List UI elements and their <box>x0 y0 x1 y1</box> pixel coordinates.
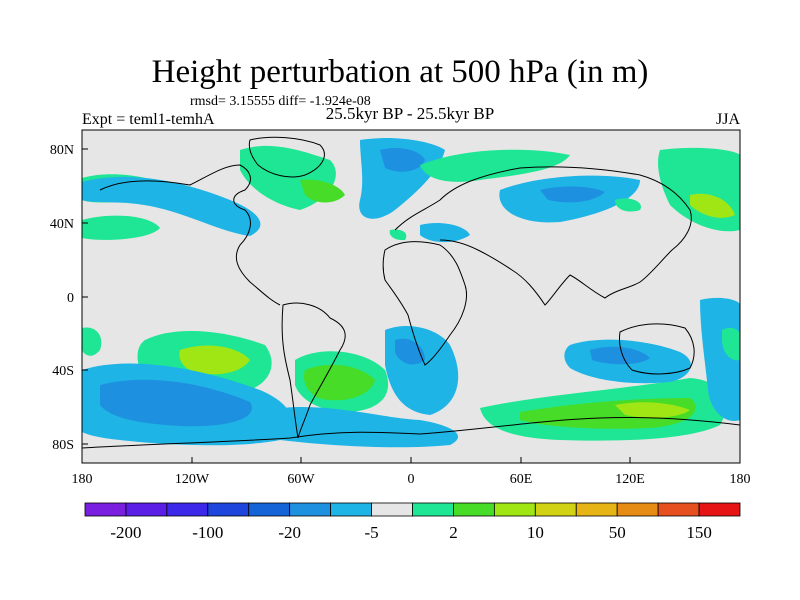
colorbar-swatch <box>207 502 250 517</box>
lon-tick-180e: 180 <box>730 472 751 487</box>
colorbar-label: -5 <box>364 523 378 542</box>
page-title: Height perturbation at 500 hPa (in m) <box>151 54 649 90</box>
colorbar-swatch <box>453 502 495 517</box>
lon-tick-60w: 60W <box>287 472 315 487</box>
colorbar-label: -100 <box>192 523 223 542</box>
lon-tick-0: 0 <box>408 472 415 487</box>
colorbar-label: 150 <box>686 523 712 542</box>
contour-nwp-core <box>690 193 735 218</box>
contour-nz-green <box>722 327 740 361</box>
colorbar-swatch <box>534 502 577 517</box>
contour-sio-core <box>590 346 650 365</box>
colorbar-swatch <box>289 502 332 517</box>
contour-io-peak <box>615 402 690 418</box>
lon-tick-120w: 120W <box>175 472 210 487</box>
period-label: 25.5kyr BP - 25.5kyr BP <box>325 104 495 123</box>
australia-coast <box>619 323 695 375</box>
colorbar-swatch <box>493 502 536 517</box>
antarctica-coast <box>82 416 740 449</box>
contour-eurasia-green <box>420 149 570 182</box>
contour-so-core <box>100 379 252 427</box>
lon-tick-180w: 180 <box>72 472 93 487</box>
contour-na-blue <box>82 176 261 236</box>
colorbar-swatch <box>575 502 618 517</box>
contour-drake-blue <box>265 406 459 448</box>
contour-fill <box>82 138 740 448</box>
colorbar-label: -20 <box>278 523 301 542</box>
contour-greenland-core <box>300 179 345 203</box>
colorbar-swatch <box>412 502 454 517</box>
africa-coast <box>382 241 467 366</box>
contour-sp-core <box>179 345 250 375</box>
rmsd-diff-stats: rmsd= 3.15555 diff= -1.924e-08 <box>190 94 371 109</box>
colorbar-swatch <box>248 502 291 517</box>
contour-wsp-green <box>82 327 102 356</box>
lon-tick-60e: 60E <box>510 472 533 487</box>
coastlines <box>82 136 740 449</box>
lat-tick-80n: 80N <box>50 143 74 158</box>
experiment-label: Expt = teml1-temhA <box>82 111 215 128</box>
greenland-coast <box>248 136 325 178</box>
contour-small-green <box>389 229 407 241</box>
colorbar-swatch <box>698 502 741 517</box>
colorbar-swatch <box>657 502 700 517</box>
longitude-axis: 180 120W 60W 0 60E 120E 180 <box>72 457 751 487</box>
eurasia-coast <box>394 166 692 306</box>
lat-tick-40n: 40N <box>50 217 74 232</box>
colorbar-label: -200 <box>110 523 141 542</box>
colorbar-swatch <box>125 502 168 517</box>
colorbar-labels: -200 -100 -20 -5 2 10 50 150 <box>110 523 711 542</box>
colorbar-swatch <box>616 502 659 517</box>
contour-sa-core <box>303 364 375 401</box>
contour-jp-green <box>615 198 641 212</box>
season-label: JJA <box>715 111 740 128</box>
contour-ep-green <box>82 215 160 240</box>
contour-atlantic-core <box>380 148 425 172</box>
lat-tick-80s: 80S <box>52 438 74 453</box>
contour-asia-core <box>540 186 605 203</box>
colorbar-swatch <box>84 502 127 517</box>
colorbar-label: 50 <box>609 523 626 542</box>
colorbar <box>84 502 741 517</box>
lat-tick-40s: 40S <box>52 364 74 379</box>
colorbar-label: 10 <box>527 523 544 542</box>
latitude-axis: 80N 40N 0 40S 80S <box>50 143 88 453</box>
lat-tick-0: 0 <box>67 291 74 306</box>
colorbar-label: 2 <box>449 523 458 542</box>
south-america-coast <box>281 302 346 439</box>
north-america-coast <box>99 164 281 306</box>
colorbar-swatch <box>371 502 413 517</box>
colorbar-swatch <box>166 502 209 517</box>
contour-eu-blue <box>420 223 470 243</box>
lon-tick-120e: 120E <box>615 472 645 487</box>
colorbar-swatch <box>330 502 372 517</box>
